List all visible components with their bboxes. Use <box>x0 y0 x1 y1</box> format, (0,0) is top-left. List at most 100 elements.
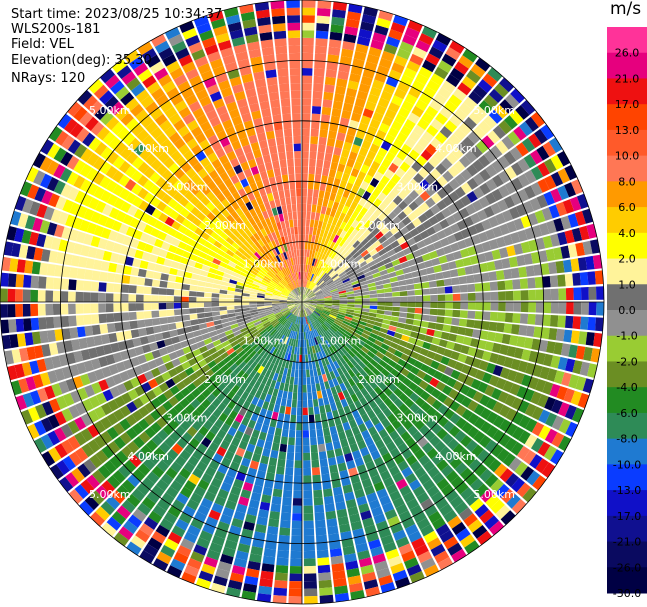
range-gate <box>430 491 444 504</box>
range-gate <box>371 506 384 517</box>
range-gate <box>305 280 309 288</box>
range-gate <box>473 105 488 120</box>
range-gate <box>266 208 274 218</box>
range-gate <box>492 342 502 354</box>
range-gate <box>136 482 150 496</box>
range-gate <box>353 310 362 315</box>
range-gate <box>345 342 353 350</box>
range-gate <box>105 495 121 510</box>
range-gate <box>322 254 329 263</box>
range-gate <box>151 303 159 310</box>
range-gate <box>423 236 433 246</box>
range-gate <box>284 235 289 244</box>
range-gate <box>248 226 257 235</box>
range-gate <box>320 121 329 131</box>
range-gate <box>359 216 368 226</box>
range-gate <box>482 454 496 468</box>
range-gate <box>302 317 305 325</box>
range-gate <box>207 414 218 425</box>
range-gate <box>159 280 168 288</box>
range-gate <box>315 259 321 268</box>
range-gate <box>302 415 309 423</box>
range-gate <box>270 280 278 286</box>
range-gate <box>247 419 256 429</box>
range-gate <box>127 247 137 258</box>
range-gate <box>253 320 262 326</box>
range-gate <box>218 412 228 423</box>
range-gate <box>311 113 321 122</box>
range-gate <box>471 264 481 274</box>
range-gate <box>279 302 287 305</box>
range-gate <box>334 245 342 253</box>
range-gate <box>272 191 280 200</box>
range-gate <box>271 267 278 274</box>
range-gate <box>252 318 261 324</box>
range-gate <box>437 294 446 301</box>
range-gate <box>450 67 465 81</box>
range-gate <box>176 381 186 391</box>
range-gate <box>240 11 255 22</box>
range-gate <box>351 210 359 220</box>
range-gate <box>226 468 238 479</box>
range-gate <box>524 227 535 240</box>
range-gate <box>251 342 260 350</box>
range-gate <box>563 259 573 273</box>
range-gate <box>117 341 127 351</box>
range-gate <box>290 543 302 552</box>
range-gate <box>346 460 356 470</box>
range-gate <box>213 176 223 186</box>
range-gate <box>386 330 396 337</box>
range-gate <box>302 30 315 38</box>
range-gate <box>354 203 363 213</box>
range-gate <box>327 268 334 276</box>
range-gate <box>67 101 82 117</box>
range-gate <box>325 69 337 78</box>
range-gate <box>368 312 377 318</box>
range-gate <box>346 256 355 264</box>
range-gate <box>366 232 375 241</box>
range-gate <box>286 312 292 319</box>
range-gate <box>502 380 514 393</box>
range-gate <box>297 219 302 227</box>
range-gate <box>302 300 310 302</box>
range-gate <box>306 289 311 296</box>
range-gate <box>362 294 370 299</box>
range-gate <box>340 324 348 331</box>
range-gate <box>63 340 74 353</box>
range-gate <box>161 193 173 205</box>
range-gate <box>416 369 427 380</box>
range-gate <box>360 510 372 521</box>
range-gate <box>378 235 388 244</box>
range-gate <box>286 368 292 377</box>
range-gate <box>432 472 445 485</box>
range-gate <box>488 88 504 103</box>
range-gate <box>274 38 287 47</box>
range-gate <box>140 362 151 373</box>
range-gate <box>351 280 360 286</box>
range-gate <box>276 272 283 280</box>
range-gate <box>304 249 308 257</box>
range-gate <box>380 252 390 261</box>
range-gate <box>126 494 141 508</box>
range-gate <box>525 265 535 277</box>
range-gate <box>429 344 439 353</box>
range-gate <box>411 325 421 333</box>
range-gate <box>386 266 396 274</box>
range-gate <box>388 465 401 477</box>
range-gate <box>292 307 298 315</box>
range-gate <box>333 343 340 351</box>
range-gate <box>392 302 401 307</box>
range-gate <box>271 330 279 338</box>
range-gate <box>220 481 232 493</box>
range-gate <box>309 304 317 307</box>
range-gate <box>261 319 270 325</box>
range-gate <box>164 125 177 138</box>
range-gate <box>264 393 272 403</box>
range-gate <box>340 346 348 355</box>
range-gate <box>517 173 530 188</box>
range-gate <box>496 448 510 463</box>
range-gate <box>309 299 317 302</box>
range-gate <box>260 281 269 287</box>
range-gate <box>267 84 279 94</box>
range-gate <box>155 524 170 538</box>
